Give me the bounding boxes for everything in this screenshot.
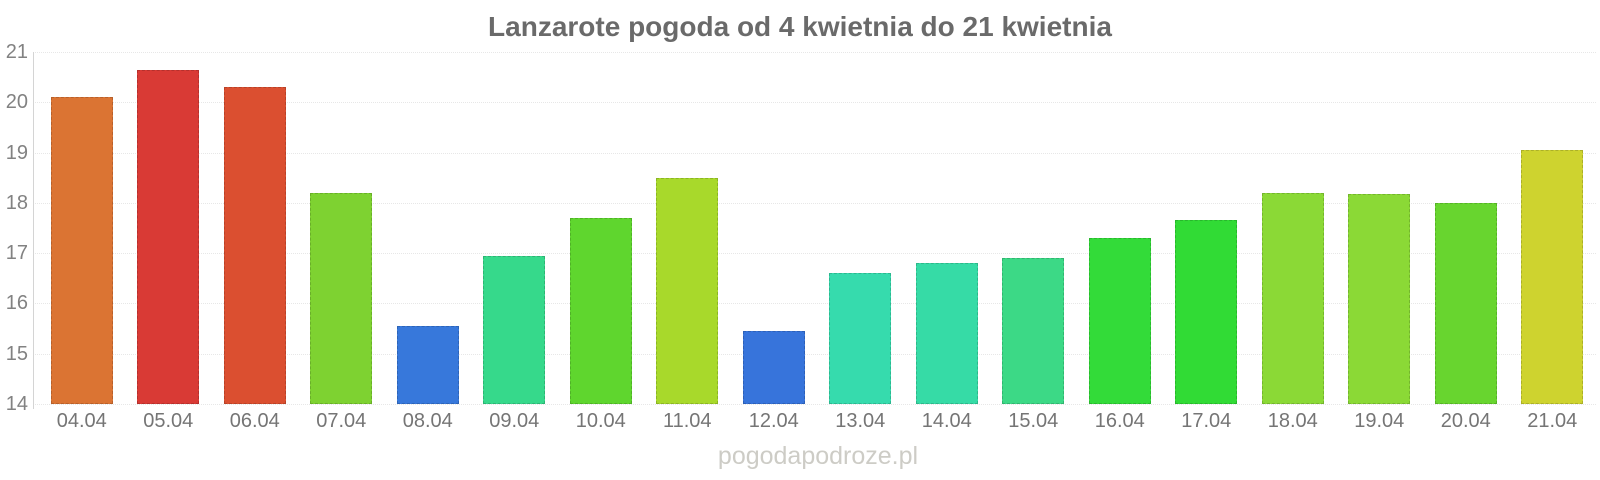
y-axis-label-18: 18 bbox=[5, 191, 28, 214]
y-axis-label-19: 19 bbox=[5, 141, 28, 164]
x-axis-label-07-04: 07.04 bbox=[316, 410, 367, 432]
bar-07-04[interactable] bbox=[310, 192, 373, 404]
x-axis-label-11-04: 11.04 bbox=[662, 410, 712, 432]
bar-06-04[interactable] bbox=[223, 87, 286, 404]
gridline-16 bbox=[32, 303, 1596, 305]
bar-20-04[interactable] bbox=[1434, 202, 1497, 404]
y-axis-label-14: 14 bbox=[5, 393, 28, 415]
watermark-pogodapodroze: pogodapodroze.pl bbox=[717, 442, 919, 470]
x-axis-label-04-04: 04.04 bbox=[56, 410, 107, 432]
x-axis-label-20-04: 20.04 bbox=[1440, 410, 1491, 432]
x-axis-label-05-04: 05.04 bbox=[143, 410, 194, 432]
gridline-14 bbox=[32, 404, 1596, 405]
bar-13-04[interactable] bbox=[829, 273, 892, 404]
y-axis-label-16: 16 bbox=[5, 292, 28, 315]
x-axis-label-12-04: 12.04 bbox=[748, 410, 799, 432]
bar-08-04[interactable] bbox=[396, 326, 459, 404]
bar-04-04[interactable] bbox=[50, 97, 113, 404]
bar-09-04[interactable] bbox=[483, 255, 546, 404]
bar-12-04[interactable] bbox=[742, 331, 805, 404]
x-axis-label-18-04: 18.04 bbox=[1267, 410, 1318, 432]
x-axis-label-06-04: 06.04 bbox=[229, 410, 280, 432]
x-axis-label-10-04: 10.04 bbox=[575, 410, 626, 432]
gridline-18 bbox=[32, 202, 1596, 204]
gridline-15 bbox=[32, 353, 1596, 355]
bar-11-04[interactable] bbox=[656, 177, 719, 404]
bar-10-04[interactable] bbox=[569, 217, 632, 404]
x-axis-label-14-04: 14.04 bbox=[921, 410, 972, 432]
gridline-19 bbox=[32, 152, 1596, 154]
x-axis-label-09-04: 09.04 bbox=[489, 410, 540, 432]
y-axis-label-20: 20 bbox=[5, 91, 28, 114]
chart-title: Lanzarote pogoda od 4 kwietnia do 21 kwi… bbox=[488, 11, 1112, 42]
bar-21-04[interactable] bbox=[1521, 150, 1584, 404]
bar-16-04[interactable] bbox=[1088, 238, 1151, 404]
x-axis-label-19-04: 19.04 bbox=[1354, 410, 1405, 432]
gridline-21 bbox=[32, 52, 1596, 53]
y-axis-label-17: 17 bbox=[5, 242, 28, 265]
x-axis-label-15-04: 15.04 bbox=[1008, 410, 1059, 432]
x-axis-label-17-04: 17.04 bbox=[1181, 410, 1232, 432]
bar-14-04[interactable] bbox=[915, 263, 978, 404]
x-axis-label-16-04: 16.04 bbox=[1094, 410, 1145, 432]
bar-18-04[interactable] bbox=[1261, 192, 1324, 404]
y-axis-label-21: 21 bbox=[5, 41, 28, 63]
gridline-20 bbox=[32, 102, 1596, 104]
y-axis-line bbox=[32, 52, 34, 409]
bar-15-04[interactable] bbox=[1002, 258, 1065, 404]
bar-19-04[interactable] bbox=[1348, 194, 1411, 404]
bar-17-04[interactable] bbox=[1175, 220, 1238, 404]
y-axis-label-15: 15 bbox=[5, 342, 28, 365]
x-axis-label-08-04: 08.04 bbox=[402, 410, 453, 432]
x-axis-label-13-04: 13.04 bbox=[835, 410, 886, 432]
bar-05-04[interactable] bbox=[137, 69, 200, 404]
gridline-17 bbox=[32, 253, 1596, 255]
x-axis-label-21-04: 21.04 bbox=[1527, 410, 1578, 432]
